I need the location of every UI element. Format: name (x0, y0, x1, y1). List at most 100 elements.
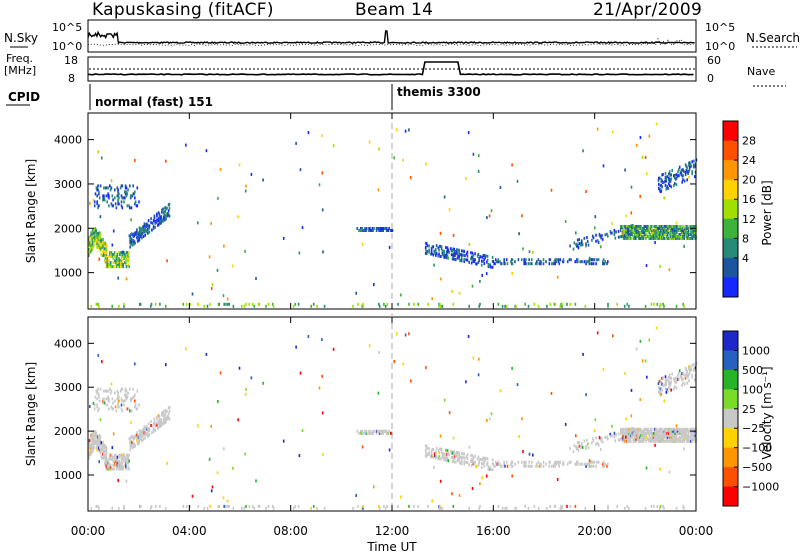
power-echo (377, 188, 380, 192)
velocity-echo (686, 429, 688, 433)
velocity-echo (217, 400, 219, 403)
velocity-echo (659, 391, 662, 395)
power-echo (108, 204, 110, 208)
velocity-echo (99, 447, 102, 451)
power-echo (321, 134, 323, 138)
power-echo (191, 292, 194, 296)
power-echo (105, 255, 108, 259)
velocity-echo (687, 433, 690, 437)
velocity-echo (167, 412, 170, 416)
velocity-echo (136, 438, 139, 442)
velocity-echo (694, 435, 696, 439)
power-echo (126, 251, 129, 255)
power-echo (592, 258, 594, 262)
velocity-echo (468, 463, 470, 467)
velocity-echo (445, 448, 447, 452)
power-echo (487, 263, 490, 266)
velocity-echo (639, 433, 641, 437)
velocity-echo (431, 454, 433, 458)
velocity-echo (627, 439, 630, 443)
power-echo (121, 206, 124, 210)
power-echo (625, 233, 628, 236)
power-echo (671, 229, 674, 232)
power-echo (106, 257, 109, 261)
power-echo (138, 236, 141, 240)
velocity-echo (681, 431, 684, 435)
power-echo (114, 259, 117, 263)
velocity-echo (587, 446, 590, 450)
power-echo (125, 261, 127, 265)
power-echo (140, 227, 142, 231)
power-echo (119, 253, 121, 257)
power-echo (690, 233, 692, 236)
power-echo (477, 169, 480, 173)
velocity-echo (151, 431, 153, 435)
velocity-echo (523, 460, 525, 464)
power-echo (134, 200, 137, 204)
power-echo (585, 190, 587, 193)
velocity-echo (648, 439, 650, 443)
power-echo (157, 217, 160, 221)
velocity-echo (105, 448, 108, 452)
velocity-echo (683, 431, 686, 435)
velocity-echo (540, 464, 542, 468)
velocity-echo (103, 449, 106, 453)
power-echo (676, 227, 679, 230)
power-echo (206, 304, 209, 308)
velocity-echo (111, 457, 114, 461)
velocity-echo (458, 459, 460, 463)
power-echo (161, 208, 163, 212)
velocity-echo (93, 438, 96, 442)
power-echo (493, 262, 495, 266)
velocity-echo (167, 416, 170, 420)
velocity-echo (117, 463, 119, 467)
velocity-echo (383, 429, 385, 433)
velocity-echo (668, 373, 671, 377)
power-echo (630, 231, 632, 234)
velocity-echo (594, 429, 596, 433)
power-echo (450, 253, 453, 257)
velocity-echo (511, 464, 514, 468)
velocity-echo (483, 464, 486, 468)
power-echo (655, 225, 657, 228)
velocity-echo (136, 407, 139, 411)
velocity-echo (556, 478, 559, 481)
power-echo (104, 244, 107, 248)
power-echo (117, 263, 119, 267)
power-echo (440, 255, 442, 258)
velocity-echo (650, 433, 653, 437)
power-echo (118, 263, 120, 267)
velocity-echo (99, 387, 102, 391)
power-echo (143, 222, 146, 226)
power-echo (437, 246, 440, 250)
velocity-echo (110, 467, 113, 471)
power-echo (691, 229, 693, 232)
velocity-echo (368, 429, 370, 433)
power-echo (640, 231, 642, 234)
power-echo (94, 227, 97, 231)
power-echo (128, 251, 130, 255)
velocity-ylabel: Slant Range [km] (24, 362, 38, 466)
power-echo (137, 233, 140, 236)
power-echo (111, 255, 114, 259)
velocity-echo (100, 441, 103, 445)
velocity-pixels (88, 326, 698, 510)
velocity-echo (384, 429, 386, 433)
velocity-echo (156, 423, 158, 427)
velocity-echo (630, 388, 633, 392)
power-echo (549, 302, 552, 306)
velocity-echo (693, 437, 696, 441)
power-echo (675, 177, 678, 181)
power-echo (100, 252, 103, 256)
velocity-echo (168, 417, 171, 421)
power-echo (385, 227, 388, 230)
velocity-echo (666, 429, 669, 433)
velocity-echo (147, 422, 150, 426)
velocity-echo (495, 462, 498, 466)
velocity-echo (454, 452, 456, 456)
power-echo (139, 302, 142, 306)
velocity-echo (576, 447, 579, 451)
velocity-echo (514, 462, 516, 466)
velocity-echo (486, 463, 488, 467)
